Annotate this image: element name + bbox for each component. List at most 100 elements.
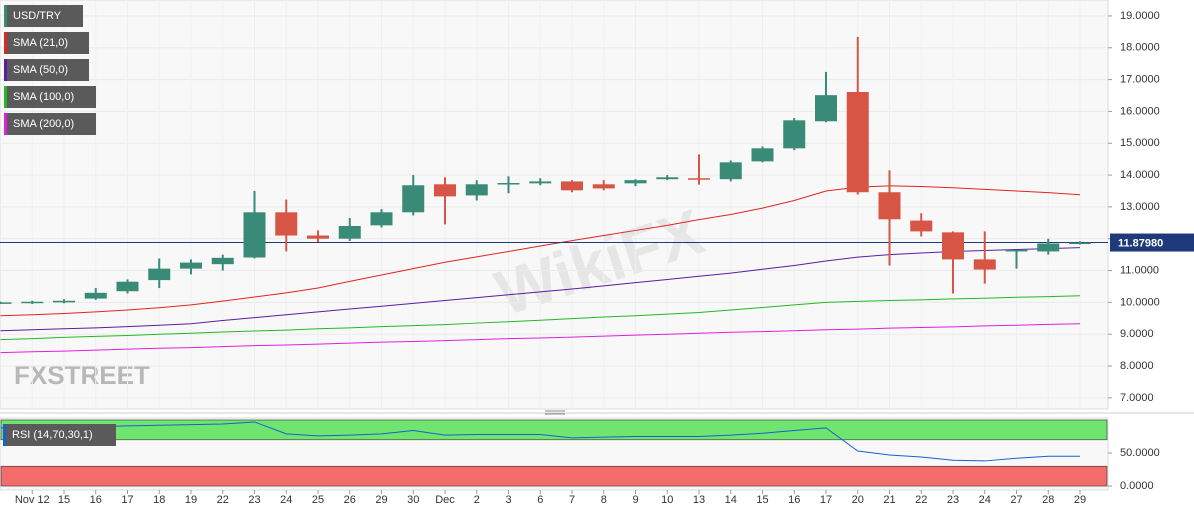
candle-body bbox=[1005, 249, 1028, 252]
y-tick-label: 16.0000 bbox=[1120, 105, 1160, 117]
y-tick-label: 15.0000 bbox=[1120, 137, 1160, 149]
x-tick-label: 20 bbox=[852, 494, 864, 506]
candle-body bbox=[846, 91, 869, 193]
candle-body bbox=[434, 184, 456, 197]
y-tick-label: 9.0000 bbox=[1120, 328, 1154, 340]
y-tick-label: 11.0000 bbox=[1120, 264, 1159, 276]
legend-swatch bbox=[4, 113, 7, 135]
candle-body bbox=[148, 268, 171, 281]
x-tick-label: 23 bbox=[947, 494, 959, 506]
x-tick-label: 16 bbox=[788, 494, 800, 506]
x-tick-label: 17 bbox=[820, 494, 832, 506]
x-tick-label: 24 bbox=[979, 494, 991, 506]
legend-swatch bbox=[4, 86, 7, 108]
x-tick-label: Nov 12 bbox=[15, 494, 50, 506]
candle-body bbox=[1037, 243, 1060, 252]
x-tick-label: 14 bbox=[725, 494, 737, 506]
candle-body bbox=[497, 183, 520, 185]
x-tick-label: 22 bbox=[217, 494, 229, 506]
legend-swatch bbox=[4, 59, 7, 81]
y-tick-label: 13.0000 bbox=[1120, 201, 1160, 213]
candle-body bbox=[1069, 242, 1091, 245]
rsi-band bbox=[0, 465, 1108, 487]
x-tick-label: 13 bbox=[693, 494, 705, 506]
candle-body bbox=[878, 192, 901, 220]
legend-box[interactable] bbox=[4, 59, 89, 81]
candle-body bbox=[53, 300, 75, 303]
x-tick-label: 10 bbox=[661, 494, 673, 506]
candle-body bbox=[688, 178, 710, 180]
candle-body bbox=[910, 220, 933, 232]
x-tick-label: 3 bbox=[505, 494, 511, 506]
x-tick-label: 17 bbox=[121, 494, 133, 506]
candle-body bbox=[815, 95, 837, 122]
candle-body bbox=[465, 184, 488, 196]
candle-body bbox=[561, 181, 583, 191]
x-tick-label: 18 bbox=[153, 494, 165, 506]
candle-body bbox=[307, 235, 329, 239]
candle-body bbox=[116, 281, 139, 292]
x-tick-label: 24 bbox=[280, 494, 292, 506]
candle-body bbox=[529, 181, 552, 184]
candle-body bbox=[656, 177, 679, 180]
logo: FXSTREET bbox=[14, 360, 150, 390]
x-tick-label: 19 bbox=[185, 494, 197, 506]
x-tick-label: 7 bbox=[569, 494, 575, 506]
legend-box[interactable] bbox=[3, 424, 116, 446]
legend-box[interactable] bbox=[4, 113, 96, 135]
price-panel bbox=[0, 0, 1109, 410]
y-tick-label: 8.0000 bbox=[1120, 360, 1154, 372]
legend-box[interactable] bbox=[4, 32, 89, 54]
x-tick-label: 27 bbox=[1010, 494, 1022, 506]
legend-swatch bbox=[4, 32, 7, 54]
candle-body bbox=[275, 212, 298, 236]
lines bbox=[0, 185, 1108, 462]
grid bbox=[0, 15, 1108, 399]
candle-body bbox=[211, 257, 234, 265]
legend-box[interactable] bbox=[4, 86, 96, 108]
candle-body bbox=[973, 259, 996, 270]
legend-label: SMA (100,0) bbox=[13, 91, 74, 103]
sma-line bbox=[0, 185, 1081, 317]
candle-body bbox=[370, 212, 393, 226]
candle-body bbox=[624, 180, 647, 184]
candle-body bbox=[942, 232, 964, 260]
x-tick-label: 15 bbox=[58, 494, 70, 506]
legend-swatch bbox=[4, 5, 7, 27]
x-tick-label: 21 bbox=[883, 494, 895, 506]
y-tick-label: 14.0000 bbox=[1120, 169, 1160, 181]
candles bbox=[0, 36, 1091, 304]
y-tick-label: 19.0000 bbox=[1120, 10, 1160, 22]
y-tick-label: 7.0000 bbox=[1120, 392, 1154, 404]
rsi-bands bbox=[0, 419, 1108, 487]
y-tick-label: 17.0000 bbox=[1120, 73, 1160, 85]
rsi-y-tick-label: 0.0000 bbox=[1120, 480, 1154, 492]
legend-box[interactable] bbox=[4, 5, 83, 27]
last-price-box bbox=[1110, 233, 1194, 252]
x-tick-label: 8 bbox=[601, 494, 607, 506]
candle-body bbox=[402, 185, 425, 213]
legend-label: SMA (50,0) bbox=[13, 64, 68, 76]
candle-body bbox=[338, 225, 361, 239]
x-tick-label: 15 bbox=[756, 494, 768, 506]
x-tick-label: 28 bbox=[1042, 494, 1054, 506]
x-tick-label: 9 bbox=[632, 494, 638, 506]
resize-grip[interactable] bbox=[545, 410, 565, 415]
sma-line bbox=[0, 323, 1081, 354]
candle-body bbox=[21, 301, 44, 304]
candle-body bbox=[592, 184, 615, 189]
x-tick-label: 30 bbox=[407, 494, 419, 506]
candle-body bbox=[84, 292, 107, 299]
y-tick-label: 10.0000 bbox=[1120, 296, 1160, 308]
x-tick-label: 29 bbox=[1074, 494, 1086, 506]
last-price-label: 11.87980 bbox=[1118, 237, 1163, 249]
candle-body bbox=[0, 302, 12, 304]
candle-body bbox=[783, 120, 806, 149]
x-tick-label: 22 bbox=[915, 494, 927, 506]
legend-label: SMA (200,0) bbox=[13, 118, 74, 130]
x-tick-label: 2 bbox=[474, 494, 480, 506]
candle-body bbox=[180, 262, 202, 269]
x-tick-label: 6 bbox=[537, 494, 543, 506]
